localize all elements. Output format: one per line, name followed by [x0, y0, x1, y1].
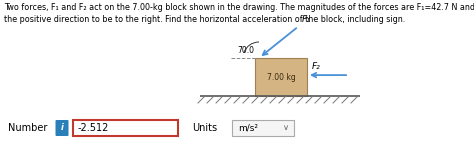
Text: F₂: F₂	[312, 62, 321, 71]
FancyBboxPatch shape	[232, 120, 294, 136]
Text: F₁: F₁	[301, 15, 310, 24]
Text: the positive direction to be to the right. Find the horizontal acceleration of t: the positive direction to be to the righ…	[4, 15, 405, 24]
Text: 7.00 kg: 7.00 kg	[266, 73, 295, 81]
Text: Units: Units	[192, 123, 217, 133]
Text: Number: Number	[8, 123, 47, 133]
Text: ∨: ∨	[283, 124, 289, 133]
Text: Two forces, F₁ and F₂ act on the 7.00-kg block shown in the drawing. The magnitu: Two forces, F₁ and F₂ act on the 7.00-kg…	[4, 3, 474, 12]
Text: -2.512: -2.512	[78, 123, 109, 133]
Text: i: i	[61, 124, 64, 133]
Text: m/s²: m/s²	[238, 124, 258, 133]
FancyBboxPatch shape	[55, 120, 69, 136]
Text: 70.0: 70.0	[237, 46, 254, 55]
FancyBboxPatch shape	[73, 120, 178, 136]
Bar	[255, 58, 307, 96]
